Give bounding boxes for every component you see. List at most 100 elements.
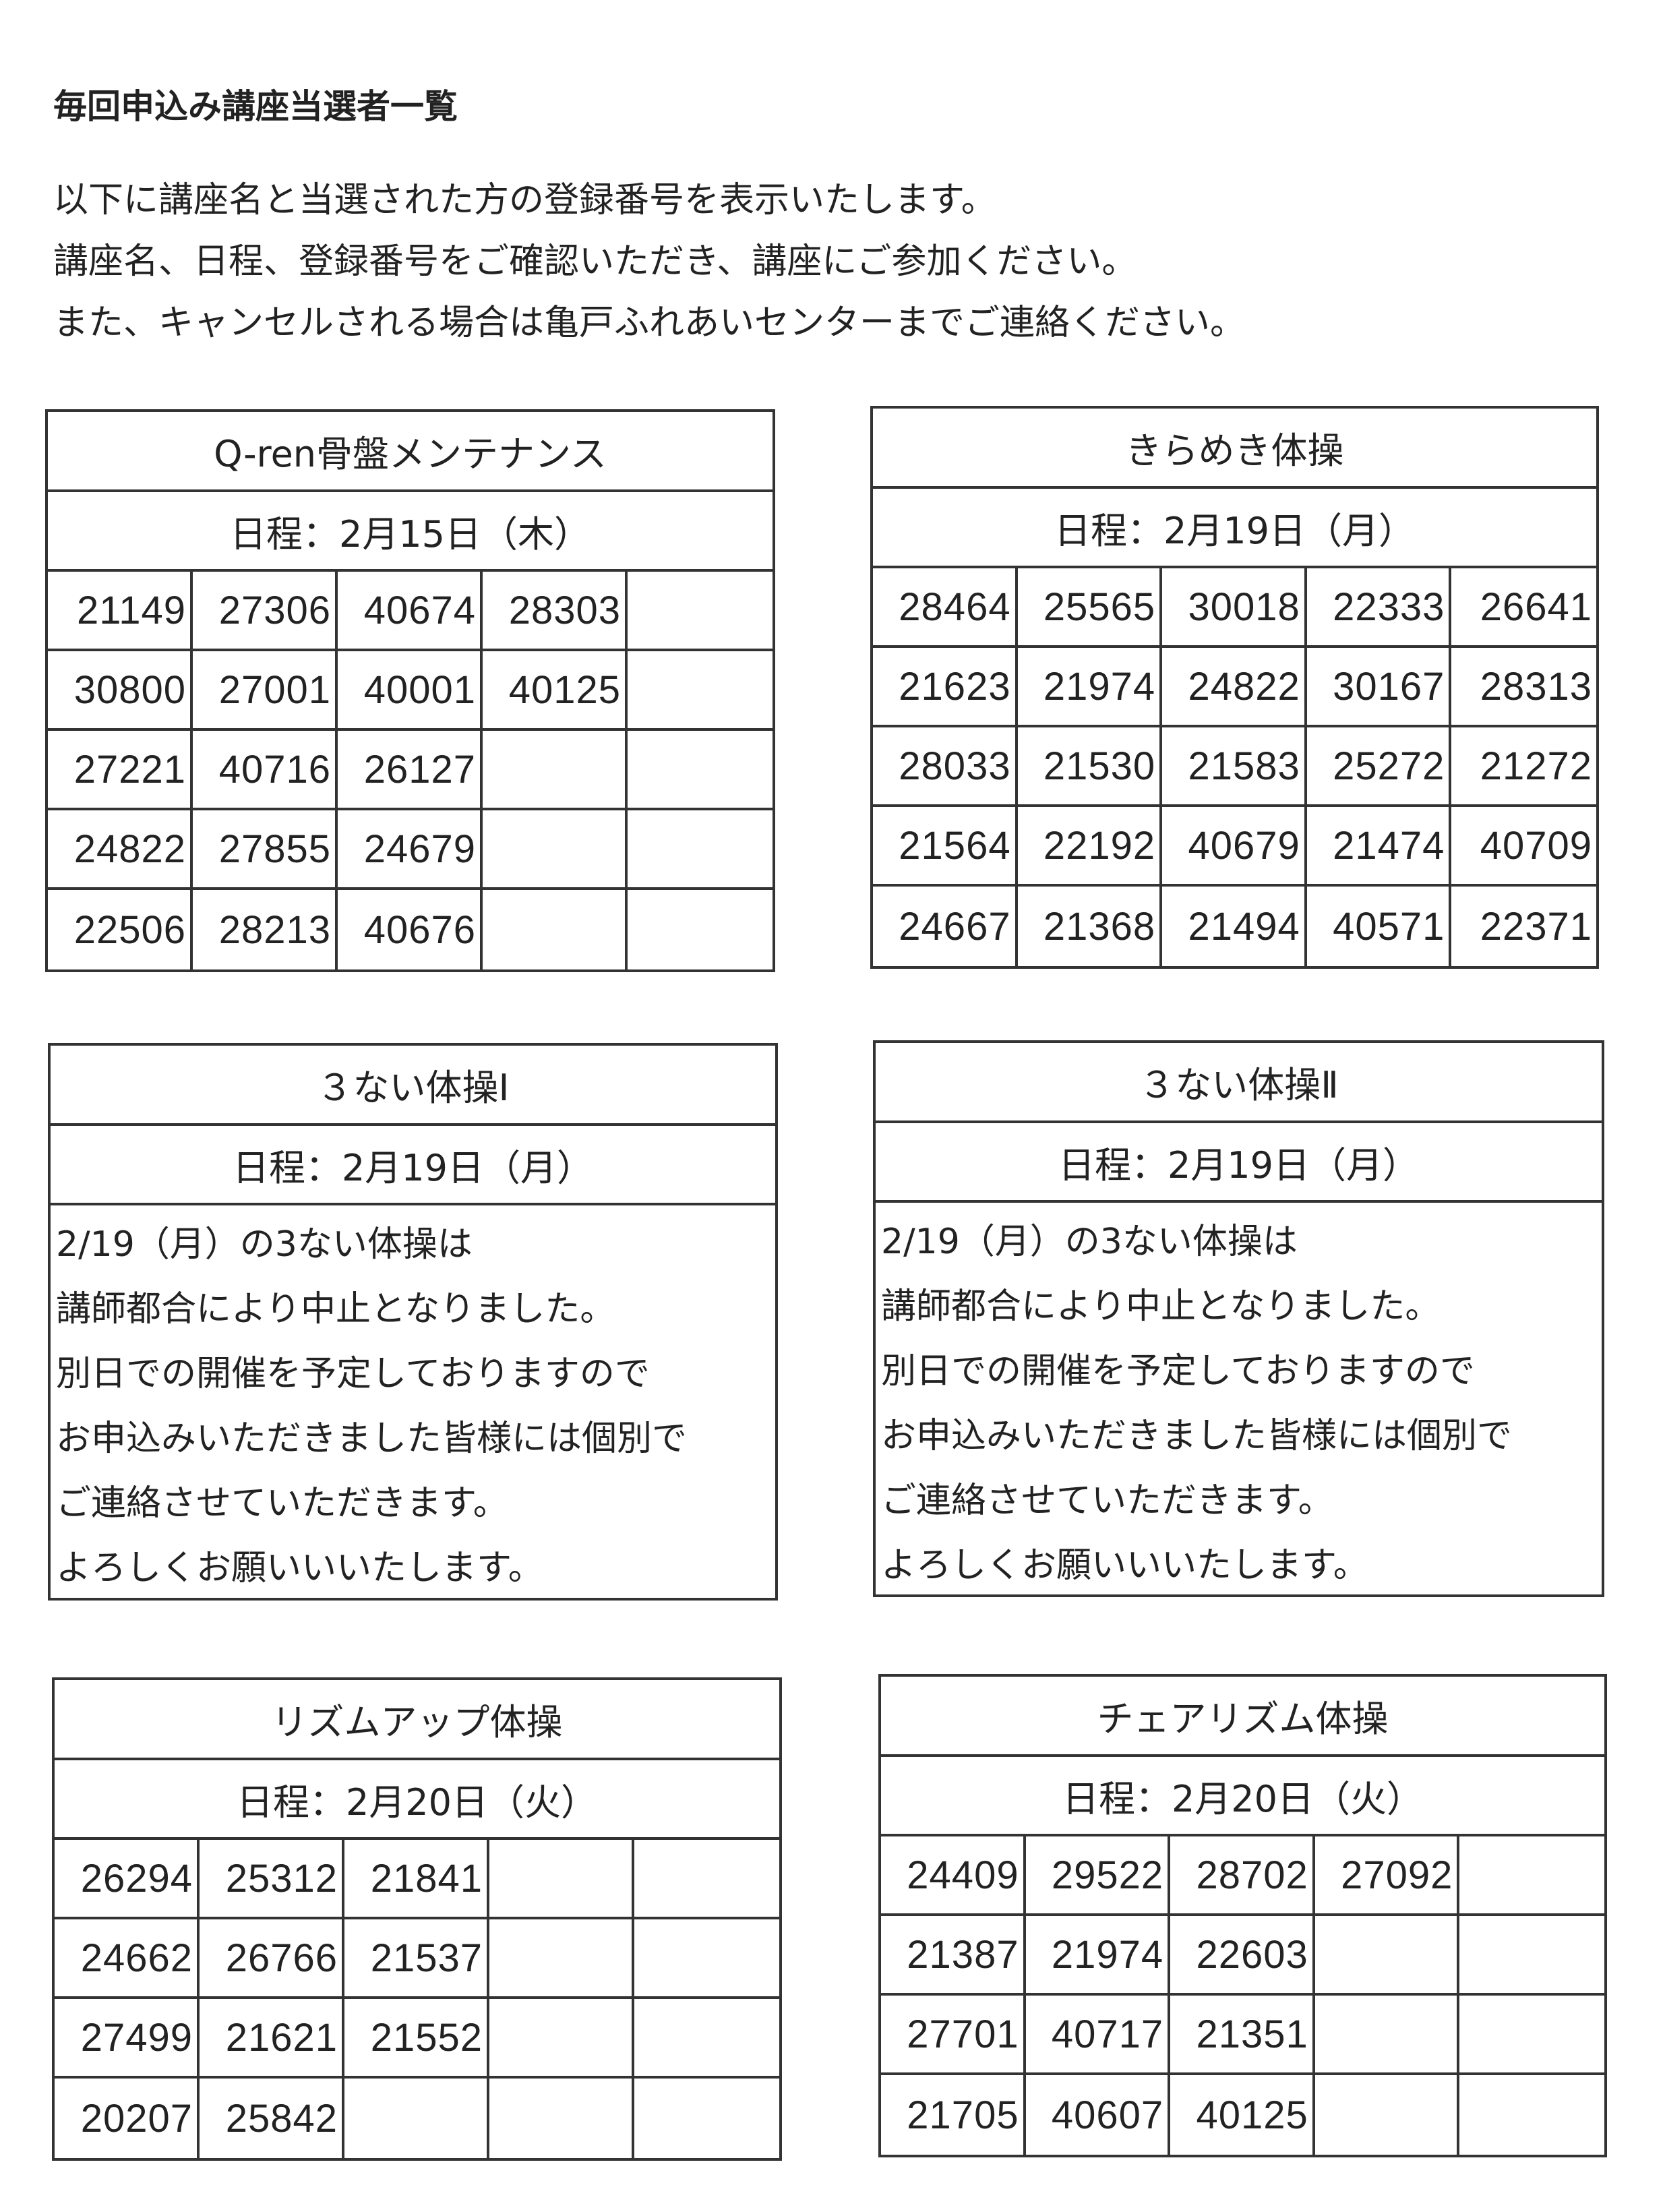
registration-number-cell: 24667 [873, 887, 1018, 966]
registration-number-cell [634, 1999, 779, 2079]
intro-line: 講座名、日程、登録番号をご確認いただき、講座にご参加ください。 [53, 241, 1137, 282]
registration-number-cell: 28313 [1451, 648, 1596, 727]
registration-number-cell: 24822 [1162, 648, 1307, 727]
registration-number-cell [1459, 1996, 1604, 2075]
course-date: 日程：2月20日（火） [881, 1757, 1604, 1836]
registration-number-cell: 22371 [1480, 904, 1592, 949]
registration-number-cell: 24679 [338, 810, 483, 890]
registration-number-cell [628, 651, 773, 731]
notice-line: ご連絡させていただきます。 [56, 1483, 508, 1524]
intro-line: また、キャンセルされる場合は亀戸ふれあいセンターまでご連絡ください。 [53, 303, 1246, 343]
page-title: 毎回申込み講座当選者一覧 [53, 87, 458, 126]
registration-number-cell [634, 1919, 779, 1999]
registration-number-cell [628, 810, 773, 890]
registration-number-cell: 30167 [1306, 648, 1452, 727]
notice-line: よろしくお願いいいたします。 [56, 1548, 543, 1588]
registration-number-cell: 21552 [344, 1999, 489, 2079]
registration-number-cell: 27001 [193, 651, 338, 731]
registration-number-cell: 26641 [1451, 568, 1596, 648]
notice-line: 講師都合により中止となりました。 [881, 1286, 1441, 1327]
registration-number-cell: 28213 [193, 890, 338, 969]
registration-number-cell: 21974 [1025, 1916, 1171, 1996]
registration-number-cell [628, 890, 773, 969]
registration-number-cell: 26294 [55, 1840, 200, 1919]
registration-number-cell: 21149 [48, 572, 193, 651]
registration-number-cell: 27499 [55, 1999, 200, 2079]
registration-number-cell: 28464 [873, 568, 1018, 648]
registration-number-cell: 27855 [193, 810, 338, 890]
registration-number-cell [489, 1919, 634, 1999]
cancellation-notice: 2/19（月）の3ない体操は講師都合により中止となりました。 別日での開催を予定し… [876, 1203, 1602, 1605]
registration-number-cell: 40709 [1451, 807, 1596, 887]
notice-line: 2/19（月）の3ない体操は [881, 1222, 1298, 1262]
course-date: 日程：2月19日（月） [876, 1123, 1602, 1203]
registration-number-cell: 40125 [1170, 2075, 1315, 2155]
notice-line: 2/19（月）の3ない体操は [56, 1224, 473, 1265]
registration-number-cell: 21564 [873, 807, 1018, 887]
registration-number-cell: 28033 [873, 727, 1018, 807]
notice-line: 別日での開催を予定しておりますので [56, 1354, 650, 1394]
registration-number-cell: 26766 [200, 1919, 344, 1999]
registration-number-cell [1459, 1836, 1604, 1916]
notice-line: 別日での開催を予定しておりますので [881, 1351, 1475, 1392]
registration-number-cell: 25842 [200, 2079, 344, 2158]
cancellation-notice: 2/19（月）の3ない体操は 講師都合により中止となりました。 別日での開催を予定し… [51, 1205, 775, 1607]
registration-number-cell: 21583 [1162, 727, 1307, 807]
course-name: ３ない体操Ⅱ [876, 1043, 1602, 1123]
registration-number-cell: 21272 [1451, 727, 1596, 807]
registration-number-cell: 40676 [338, 890, 483, 969]
registration-number-cell: 21537 [344, 1919, 489, 1999]
course-box: チェアリズム体操 日程：2月20日（火） 24409 29522 28702 27092 2… [878, 1674, 1607, 2157]
registration-number-cell: 21621 [200, 1999, 344, 2079]
registration-number-table: 21149 27306 40674 28303 30800 27001 40001 40125… [48, 572, 773, 969]
registration-number-cell [1315, 2075, 1460, 2155]
registration-number-cell: 25312 [200, 1840, 344, 1919]
course-date: 日程：2月19日（月） [51, 1126, 775, 1205]
notice-line: お申込みいただきました皆様には個別で [56, 1418, 688, 1459]
registration-number-cell: 21474 [1306, 807, 1452, 887]
course-name: チェアリズム体操 [881, 1677, 1604, 1757]
course-box: Q-ren骨盤メンテナンス 日程：2月15日（木） 21149 27306 40674 2… [45, 409, 775, 972]
registration-number-cell: 21974 [1017, 648, 1163, 727]
course-box: ３ない体操Ⅰ 日程：2月19日（月） 2/19（月）の3ない体操は 講師都合により中止… [48, 1043, 778, 1601]
registration-number-cell [483, 890, 628, 969]
registration-number-cell [483, 731, 628, 810]
registration-number-cell: 40674 [338, 572, 483, 651]
registration-number-cell: 40716 [193, 731, 338, 810]
notice-line: お申込みいただきました皆様には個別で [881, 1416, 1513, 1456]
course-name: Q-ren骨盤メンテナンス [48, 412, 773, 492]
intro-text: 以下に講座名と当選された方の登録番号を表示いたします。 講座名、日程、登録番号を… [53, 170, 1245, 354]
registration-number-cell [1314, 1996, 1460, 2075]
registration-number-cell: 22603 [1170, 1916, 1315, 1996]
course-box: リズムアップ体操 日程：2月20日（火） 26294 25312 21841 24662 2… [52, 1677, 782, 2161]
registration-number-cell [489, 1840, 634, 1919]
registration-number-cell: 28702 [1170, 1836, 1315, 1916]
registration-number-cell [634, 1840, 779, 1919]
registration-number-cell [1459, 1916, 1604, 1996]
registration-number-cell: 27092 [1314, 1836, 1460, 1916]
registration-number-cell: 21623 [873, 648, 1018, 727]
registration-number-table: 24409 29522 28702 27092 21387 21974 22603 27701… [881, 1836, 1604, 2155]
registration-number-cell: 21705 [881, 2075, 1026, 2155]
registration-number-table: 26294 25312 21841 24662 26766 21537 27499 21621… [55, 1840, 779, 2158]
course-name: きらめき体操 [873, 409, 1596, 489]
registration-number-cell: 20207 [55, 2079, 200, 2158]
registration-number-cell: 22192 [1017, 807, 1163, 887]
notice-line: よろしくお願いいいたします。 [881, 1545, 1368, 1586]
registration-number-cell: 21494 [1162, 887, 1307, 966]
registration-number-cell [628, 731, 773, 810]
registration-number-cell: 29522 [1025, 1836, 1171, 1916]
registration-number-cell: 30018 [1162, 568, 1307, 648]
registration-number-cell: 40125 [483, 651, 628, 731]
registration-number-cell [489, 1999, 634, 2079]
course-box: ３ない体操Ⅱ 日程：2月19日（月） 2/19（月）の3ない体操は講師都合により中止… [873, 1040, 1604, 1597]
registration-number-cell: 40717 [1025, 1996, 1171, 2075]
registration-number-cell: 21351 [1170, 1996, 1315, 2075]
registration-number-cell [634, 2079, 779, 2158]
registration-number-cell: 27221 [48, 731, 193, 810]
registration-number-cell [489, 2079, 634, 2158]
registration-number-cell [628, 572, 773, 651]
registration-number-cell: 40679 [1162, 807, 1307, 887]
registration-number-cell: 22506 [48, 890, 193, 969]
registration-number-cell: 21368 [1018, 887, 1163, 966]
